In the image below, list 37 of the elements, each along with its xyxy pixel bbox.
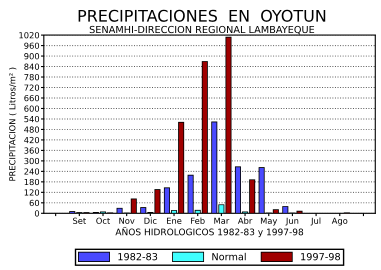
y-tick-label: 60 bbox=[30, 200, 40, 206]
x-tick-label: Abr bbox=[238, 217, 252, 224]
y-tick-label: 420 bbox=[24, 136, 40, 144]
x-tick-label: Jun bbox=[285, 218, 298, 226]
y-tick-label: 840 bbox=[24, 64, 40, 70]
y-tick-label: 540 bbox=[24, 116, 40, 122]
legend-label: 1997-98 bbox=[301, 252, 340, 260]
x-tick-label: Mar bbox=[214, 218, 230, 224]
y-tick-label: 600 bbox=[24, 105, 40, 112]
y-tick-label: 960 bbox=[24, 42, 40, 49]
y-tick-label: 300 bbox=[24, 158, 40, 164]
y-tick-label: 480 bbox=[24, 126, 40, 133]
x-axis-title: AÑOS HIDROLOGICOS 1982-83 y 1997-98 bbox=[115, 226, 304, 238]
legend-label: 1982-83 bbox=[118, 252, 158, 260]
x-tick-label: May bbox=[260, 218, 278, 226]
x-tick-label: Oct bbox=[96, 218, 110, 224]
x-tick-label: Dic bbox=[144, 217, 156, 224]
y-tick-label: 0 bbox=[34, 210, 40, 217]
x-tick-label: Ago bbox=[332, 218, 348, 226]
chart-title: PRECIPITACIONES EN OYOTUN bbox=[78, 10, 326, 22]
x-tick-label: Nov bbox=[119, 218, 135, 224]
x-tick-label: Set bbox=[73, 218, 86, 224]
y-tick-label: 780 bbox=[24, 74, 40, 80]
y-axis-title: PRECIPITACION ( Litros/m² ) bbox=[8, 68, 16, 181]
legend-label: Normal bbox=[212, 252, 246, 260]
y-tick-label: 360 bbox=[24, 147, 40, 154]
chart-subtitle: SENAMHI-DIRECCION REGIONAL LAMBAYEQUE bbox=[90, 26, 314, 34]
x-tick-label: Jul bbox=[310, 217, 320, 226]
y-tick-label: 1020 bbox=[19, 32, 40, 38]
x-tick-label: Feb bbox=[191, 217, 205, 224]
y-tick-label: 660 bbox=[24, 94, 40, 102]
y-tick-label: 900 bbox=[24, 53, 40, 60]
y-tick-label: 120 bbox=[24, 189, 40, 196]
y-tick-label: 180 bbox=[24, 178, 40, 186]
y-tick-label: 720 bbox=[24, 84, 40, 91]
x-tick-label: Ene bbox=[167, 218, 182, 224]
y-tick-label: 240 bbox=[24, 168, 40, 175]
